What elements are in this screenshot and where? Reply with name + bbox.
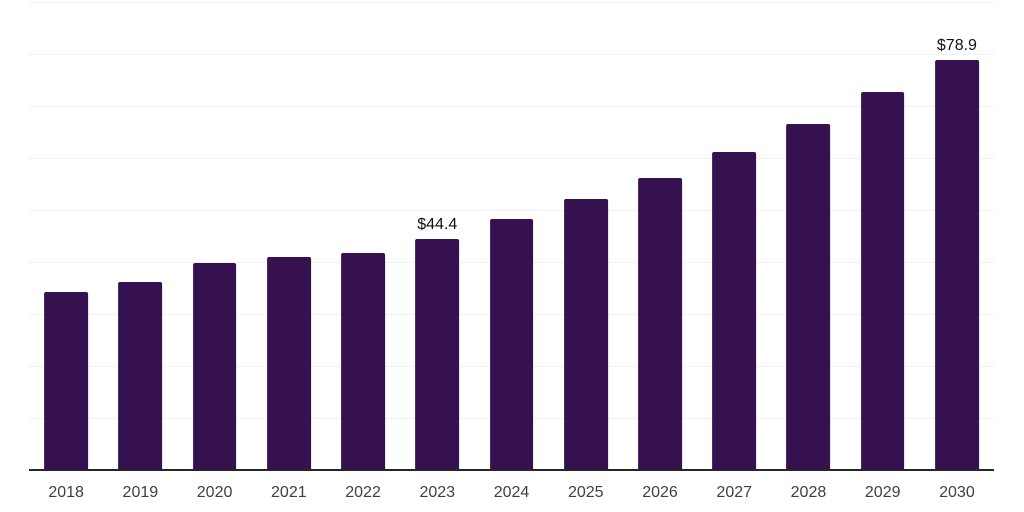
gridline-90 xyxy=(29,2,994,3)
x-tick-label-2030: 2030 xyxy=(939,484,975,501)
x-tick-label-2018: 2018 xyxy=(48,484,84,501)
x-tick-label-2021: 2021 xyxy=(271,484,307,501)
bar-slot-2018 xyxy=(29,2,103,470)
x-tick-label-2027: 2027 xyxy=(716,484,753,501)
bar-2027 xyxy=(712,152,757,470)
bar-slot-2026 xyxy=(623,2,697,470)
bar-2022 xyxy=(341,253,385,470)
bar-2030 xyxy=(935,59,979,470)
plot-area: $44.4 $78.9 xyxy=(29,2,994,471)
bar-2021 xyxy=(266,257,311,470)
bars-container: $44.4 $78.9 xyxy=(29,2,994,470)
x-tick-label-2019: 2019 xyxy=(122,484,159,501)
bar-slot-2027 xyxy=(697,2,771,470)
x-tick-label-2029: 2029 xyxy=(864,484,901,501)
bar-2024 xyxy=(489,218,534,470)
gridline-70 xyxy=(29,106,994,107)
x-tick-label-2026: 2026 xyxy=(642,484,678,501)
bar-slot-2024 xyxy=(474,2,548,470)
bar-2023 xyxy=(415,239,460,470)
bar-slot-2028 xyxy=(771,2,845,470)
bar-slot-2022 xyxy=(326,2,400,470)
bar-2019 xyxy=(118,281,163,470)
bar-slot-2021 xyxy=(252,2,326,470)
gridline-60 xyxy=(29,158,994,160)
bar-slot-2029 xyxy=(846,2,920,470)
bar-value-label-2023: $44.4 xyxy=(417,216,458,234)
x-tick-label-2023: 2023 xyxy=(419,484,456,501)
bar-slot-2025 xyxy=(549,2,623,470)
bar-2026 xyxy=(638,178,682,470)
bar-2020 xyxy=(192,263,237,470)
bar-2029 xyxy=(860,92,905,470)
x-tick-label-2028: 2028 xyxy=(790,484,827,501)
x-tick-label-2020: 2020 xyxy=(196,484,233,501)
gridline-50 xyxy=(29,210,994,211)
bar-slot-2019 xyxy=(103,2,177,470)
x-axis-tick-labels: 2018 2019 2020 2021 2022 2023 2024 2025 2026 2027… xyxy=(29,480,994,506)
gridline-80 xyxy=(29,54,994,56)
x-tick-label-2025: 2025 xyxy=(567,484,604,501)
bar-slot-2020 xyxy=(177,2,251,470)
bar-slot-2030: $78.9 xyxy=(920,2,994,470)
bar-value-label-2030: $78.9 xyxy=(936,36,977,54)
x-tick-label-2024: 2024 xyxy=(493,484,530,501)
bar-2025 xyxy=(563,199,608,470)
bar-slot-2023: $44.4 xyxy=(400,2,474,470)
x-tick-label-2022: 2022 xyxy=(345,484,381,501)
bar-2018 xyxy=(44,292,89,470)
x-axis-line xyxy=(29,469,994,471)
bar-2028 xyxy=(786,124,831,470)
